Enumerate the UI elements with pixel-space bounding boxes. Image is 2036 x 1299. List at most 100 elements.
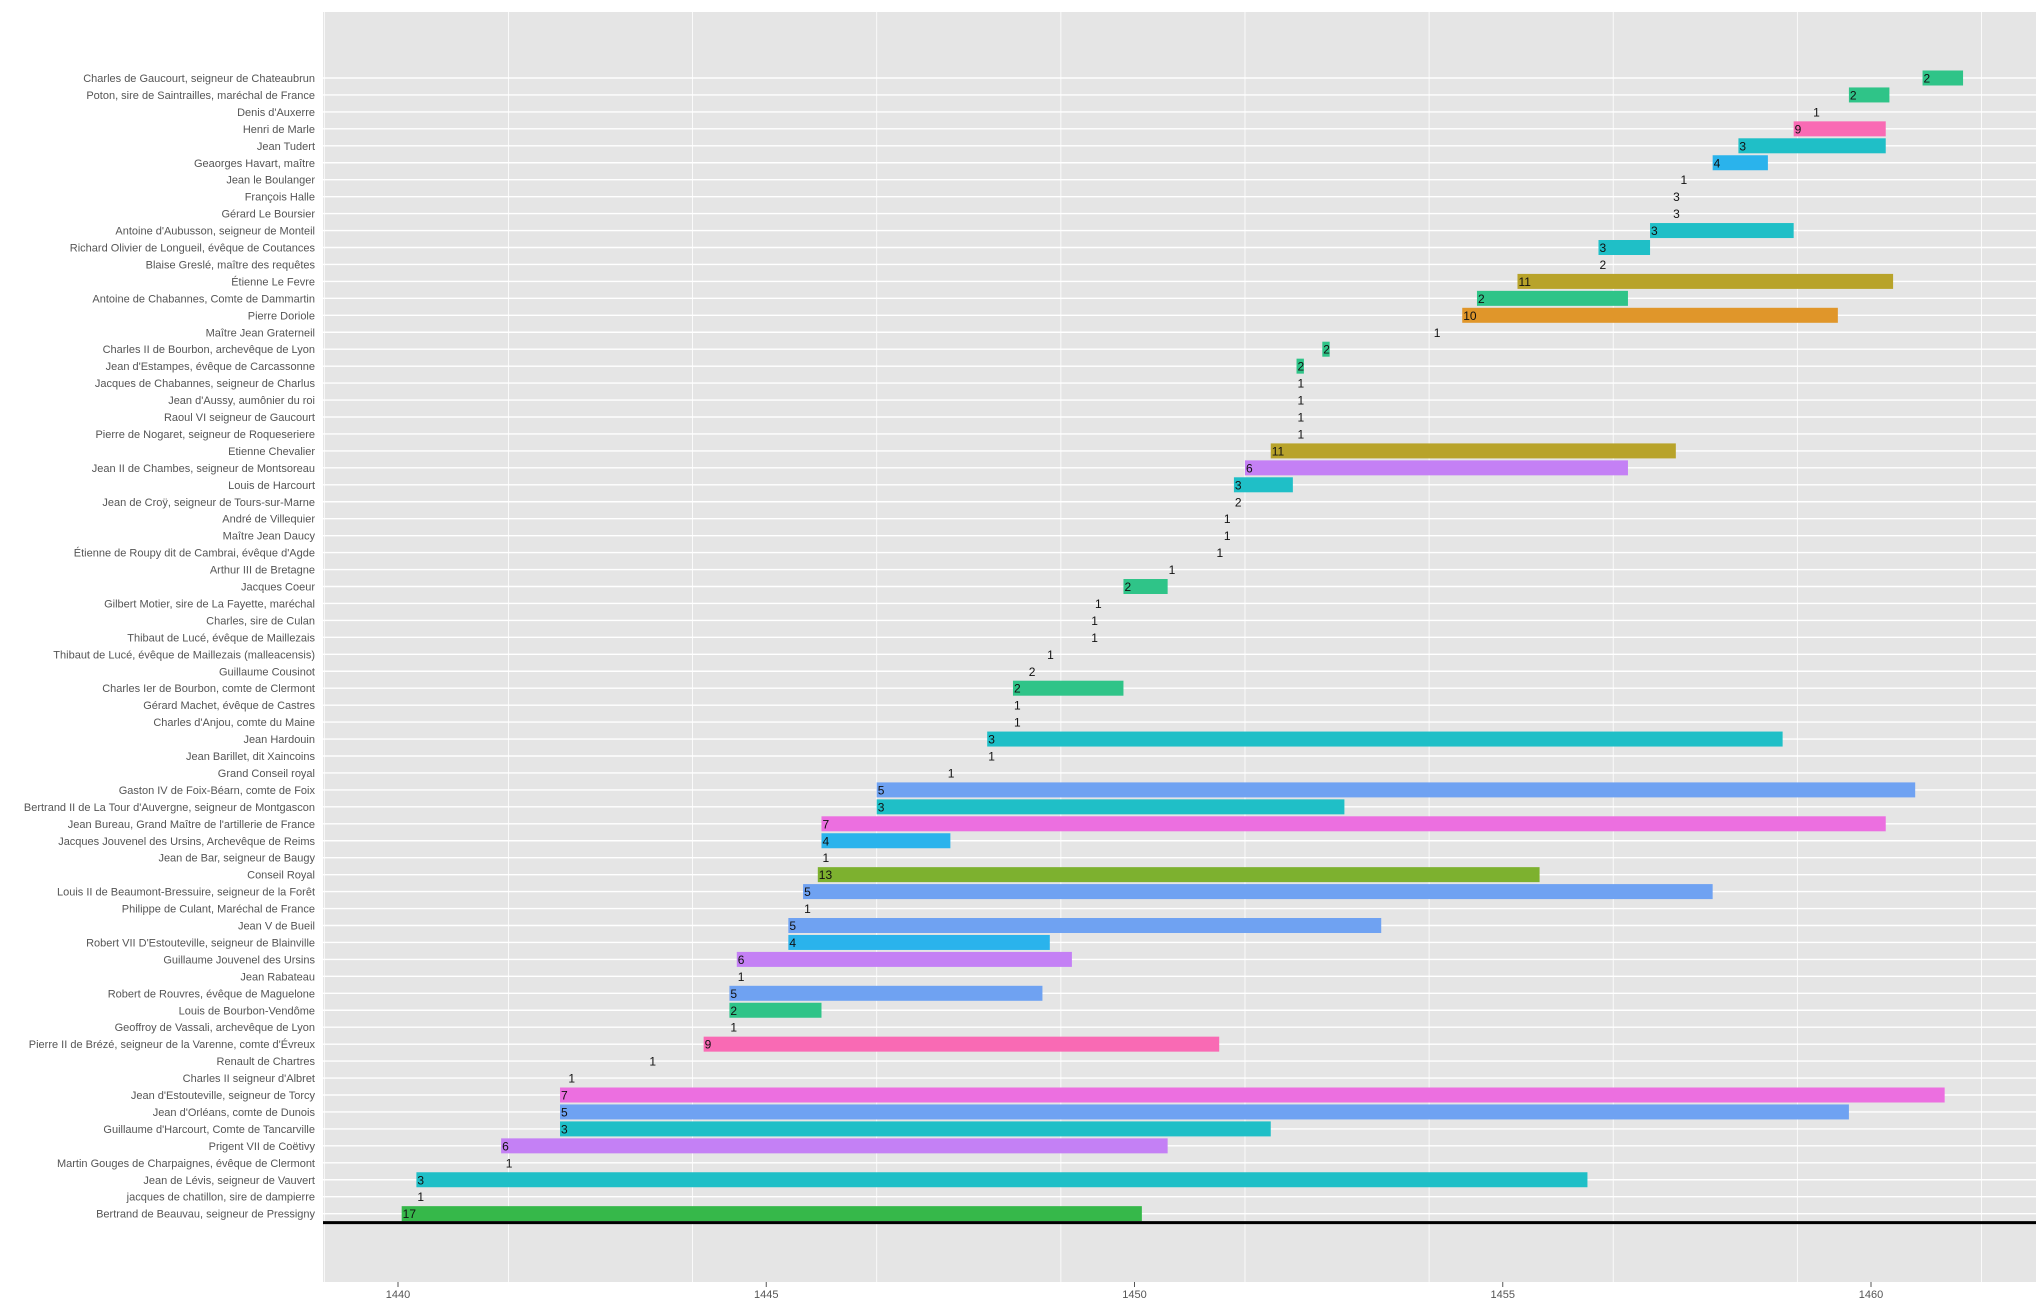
bar <box>1476 290 1628 306</box>
bar-count-label: 1 <box>738 970 745 984</box>
bar-count-label: 6 <box>502 1139 509 1153</box>
bar <box>401 1206 1142 1222</box>
y-axis-label: Gérard Le Boursier <box>221 209 315 221</box>
y-axis-label: Charles II de Bourbon, archevêque de Lyo… <box>103 344 315 356</box>
y-axis-label: Jean II de Chambes, seigneur de Montsore… <box>92 463 315 475</box>
y-axis-label: Jean de Croÿ, seigneur de Tours-sur-Marn… <box>102 497 315 509</box>
y-axis-label: Jean Tudert <box>257 141 315 153</box>
y-axis-label: Robert de Rouvres, évêque de Maguelone <box>108 988 315 1000</box>
bar <box>876 799 1345 815</box>
bar <box>1462 307 1838 323</box>
bar-count-label: 3 <box>1651 224 1658 238</box>
y-axis-label: Pierre Doriole <box>248 310 315 322</box>
bar-count-label: 1 <box>1298 394 1305 408</box>
bar <box>1322 341 1330 357</box>
y-axis-label: Thibaut de Lucé, évêque de Maillezais <box>127 632 315 644</box>
y-axis-label: Louis de Bourbon-Vendôme <box>179 1005 315 1017</box>
bar-count-label: 1 <box>1014 716 1021 730</box>
bar <box>1738 138 1886 154</box>
bar-count-label: 5 <box>878 783 885 797</box>
x-tick-label: 1455 <box>1491 1289 1515 1299</box>
bar-count-label: 2 <box>1014 682 1021 696</box>
y-axis-label: Louis II de Beaumont-Bressuire, seigneur… <box>57 887 315 899</box>
bar <box>1244 460 1628 476</box>
bar-count-label: 1 <box>417 1190 424 1204</box>
bar-count-label: 1 <box>1224 512 1231 526</box>
bar <box>821 833 951 849</box>
y-axis-label: Jean de Bar, seigneur de Baugy <box>158 853 315 865</box>
x-tick-label: 1450 <box>1122 1289 1146 1299</box>
bar <box>1517 273 1894 289</box>
y-axis-label: Bertrand II de La Tour d'Auvergne, seign… <box>24 802 315 814</box>
bar <box>729 985 1043 1001</box>
bar-count-label: 1 <box>1091 614 1098 628</box>
bar <box>1598 240 1651 255</box>
bar-count-label: 3 <box>1599 241 1606 255</box>
bar-count-label: 1 <box>1014 699 1021 713</box>
y-axis-label: Grand Conseil royal <box>218 768 315 780</box>
bar-count-label: 1 <box>1047 648 1054 662</box>
y-axis-label: Guillaume Cousinot <box>219 666 315 678</box>
bar-count-label: 1 <box>804 902 811 916</box>
bar-count-label: 1 <box>822 851 829 865</box>
y-axis-label: Jacques Coeur <box>241 582 315 594</box>
bar <box>560 1121 1271 1137</box>
bar-count-label: 2 <box>730 1004 737 1018</box>
x-tick-label: 1445 <box>754 1289 778 1299</box>
bar-count-label: 4 <box>822 834 829 848</box>
y-axis-label: Richard Olivier de Longueil, évêque de C… <box>70 243 316 255</box>
y-axis-label: Jean Bureau, Grand Maître de l'artilleri… <box>68 819 315 831</box>
y-axis-label: Guillaume Jouvenel des Ursins <box>163 954 315 966</box>
y-axis-label: Gérard Machet, évêque de Castres <box>143 700 315 712</box>
y-axis-label: Jean d'Estampes, évêque de Carcassonne <box>106 361 315 373</box>
y-axis-label: Philippe de Culant, Maréchal de France <box>122 904 315 916</box>
y-axis-labels: Charles de Gaucourt, seigneur de Chateau… <box>24 73 316 1221</box>
bar-count-label: 1 <box>1095 597 1102 611</box>
bar <box>736 951 1072 967</box>
y-axis-label: André de Villequier <box>222 514 315 526</box>
bar-count-label: 1 <box>1298 411 1305 425</box>
bar-count-label: 13 <box>819 868 833 882</box>
y-axis-label: Pierre II de Brézé, seigneur de la Varen… <box>29 1038 316 1051</box>
y-axis-label: Pierre de Nogaret, seigneur de Roqueseri… <box>95 429 315 441</box>
bar-count-label: 2 <box>1298 360 1305 374</box>
bar <box>1123 579 1168 594</box>
y-axis-label: Jean de Lévis, seigneur de Vauvert <box>143 1175 315 1187</box>
bar-count-label: 5 <box>804 885 811 899</box>
y-axis-label: Raoul VI seigneur de Gaucourt <box>164 412 315 424</box>
bar-count-label: 7 <box>822 817 829 831</box>
bar-count-label: 1 <box>1298 377 1305 391</box>
bar-count-label: 2 <box>1235 495 1242 509</box>
bar-count-label: 3 <box>988 733 995 747</box>
bar <box>821 816 1886 832</box>
bar-count-label: 10 <box>1463 309 1477 323</box>
bar-count-label: 2 <box>1478 292 1485 306</box>
y-axis-label: Blaise Greslé, maître des requêtes <box>146 259 316 271</box>
y-axis-label: Charles Ier de Bourbon, comte de Clermon… <box>102 683 315 695</box>
y-axis-label: Antoine d'Aubusson, seigneur de Monteil <box>115 226 315 238</box>
bar <box>703 1036 1220 1052</box>
y-axis-label: Jean d'Aussy, aumônier du roi <box>168 395 315 407</box>
y-axis-label: Gaston IV de Foix-Béarn, comte de Foix <box>119 785 316 797</box>
bar <box>1922 70 1964 86</box>
bar-count-label: 2 <box>1029 665 1036 679</box>
y-axis-label: Thibaut de Lucé, évêque de Maillezais (m… <box>53 649 315 661</box>
bar-count-label: 11 <box>1272 444 1285 458</box>
y-axis-label: Charles, sire de Culan <box>206 615 315 627</box>
bar-count-label: 6 <box>1246 461 1253 475</box>
bar-count-label: 1 <box>506 1156 513 1170</box>
y-axis-label: Jean d'Orléans, comte de Dunois <box>153 1107 316 1119</box>
y-axis-label: Conseil Royal <box>247 870 315 882</box>
y-axis-label: Charles d'Anjou, comte du Maine <box>153 717 315 729</box>
bar-count-label: 9 <box>1795 122 1802 136</box>
y-axis-label: jacques de chatillon, sire de dampierre <box>126 1192 315 1204</box>
bar <box>1233 477 1293 493</box>
y-axis-label: Bertrand de Beauvau, seigneur de Pressig… <box>96 1209 315 1221</box>
y-axis-label: Guillaume d'Harcourt, Comte de Tancarvil… <box>103 1124 315 1136</box>
y-axis-label: Jean V de Bueil <box>238 921 315 933</box>
bar <box>1793 121 1886 137</box>
bar-count-label: 11 <box>1518 275 1531 289</box>
y-axis-label: Robert VII D'Estouteville, seigneur de B… <box>86 937 315 949</box>
bar <box>788 934 1050 950</box>
